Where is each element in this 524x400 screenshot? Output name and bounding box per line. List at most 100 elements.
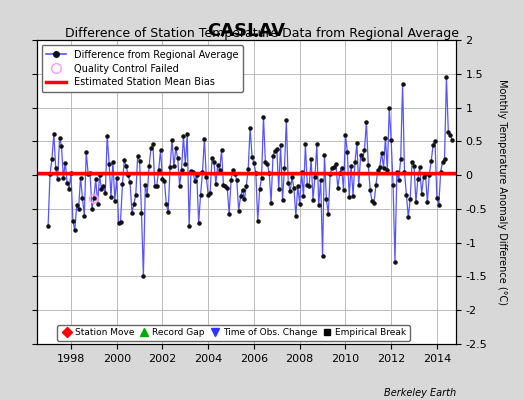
Point — [86, 170, 94, 176]
Point — [116, 218, 125, 225]
Point — [215, 167, 224, 173]
Point — [238, 186, 247, 193]
Point — [229, 167, 237, 173]
Point — [392, 169, 401, 175]
Point — [379, 165, 388, 171]
Point — [101, 190, 110, 196]
Point — [362, 119, 370, 125]
Point — [313, 141, 321, 147]
Point — [412, 199, 420, 206]
Point — [361, 147, 369, 154]
Point — [128, 210, 136, 216]
Point — [185, 223, 193, 229]
Point — [198, 169, 206, 176]
Point — [51, 165, 60, 172]
Point — [246, 124, 254, 131]
Point — [280, 165, 289, 172]
Point — [231, 170, 239, 177]
Point — [282, 117, 290, 124]
Point — [71, 227, 79, 234]
Point — [275, 186, 283, 192]
Point — [349, 193, 357, 199]
Point — [355, 182, 363, 188]
Point — [107, 194, 115, 200]
Point — [366, 187, 374, 194]
Point — [345, 194, 353, 200]
Point — [320, 152, 329, 158]
Point — [88, 206, 96, 212]
Point — [387, 137, 395, 143]
Point — [61, 160, 70, 166]
Point — [402, 192, 411, 198]
Point — [210, 159, 218, 165]
Point — [397, 156, 405, 162]
Point — [129, 201, 138, 207]
Point — [433, 195, 441, 201]
Point — [242, 183, 250, 189]
Point — [353, 140, 361, 146]
Point — [446, 132, 454, 138]
Point — [383, 167, 391, 174]
Point — [95, 172, 104, 178]
Point — [194, 220, 203, 226]
Point — [316, 176, 325, 183]
Point — [425, 172, 433, 178]
Point — [301, 141, 310, 147]
Point — [374, 167, 382, 173]
Point — [158, 176, 167, 182]
Point — [164, 209, 172, 216]
Point — [372, 182, 380, 188]
Point — [219, 181, 227, 188]
Point — [132, 192, 140, 198]
Point — [368, 198, 376, 204]
Point — [376, 164, 384, 170]
Point — [44, 222, 52, 229]
Point — [305, 182, 313, 189]
Point — [93, 201, 102, 207]
Point — [356, 152, 365, 158]
Point — [181, 161, 190, 168]
Point — [200, 136, 209, 142]
Point — [404, 214, 412, 221]
Point — [90, 196, 98, 202]
Point — [122, 163, 130, 170]
Point — [347, 162, 355, 169]
Point — [293, 183, 302, 189]
Point — [248, 154, 256, 160]
Point — [168, 137, 176, 143]
Point — [341, 132, 350, 138]
Point — [298, 169, 306, 176]
Point — [257, 175, 266, 181]
Point — [332, 161, 340, 168]
Point — [137, 210, 146, 216]
Point — [254, 218, 262, 224]
Point — [307, 156, 315, 162]
Point — [322, 196, 331, 202]
Point — [269, 152, 277, 159]
Point — [343, 148, 352, 155]
Point — [82, 149, 91, 155]
Point — [406, 195, 414, 202]
Point — [177, 166, 185, 173]
Point — [381, 135, 390, 141]
Point — [221, 183, 230, 189]
Point — [53, 176, 62, 182]
Point — [326, 171, 334, 178]
Point — [288, 174, 296, 181]
Text: Difference of Station Temperature Data from Regional Average: Difference of Station Temperature Data f… — [65, 28, 459, 40]
Point — [418, 191, 426, 197]
Point — [236, 193, 245, 199]
Point — [204, 192, 212, 198]
Point — [206, 190, 214, 196]
Point — [105, 160, 113, 167]
Point — [149, 141, 157, 148]
Point — [335, 170, 344, 177]
Point — [429, 142, 438, 148]
Point — [385, 105, 394, 111]
Point — [272, 146, 281, 152]
Point — [319, 253, 327, 259]
Point — [330, 164, 338, 170]
Point — [189, 168, 197, 175]
Point — [278, 197, 287, 203]
Point — [176, 182, 184, 189]
